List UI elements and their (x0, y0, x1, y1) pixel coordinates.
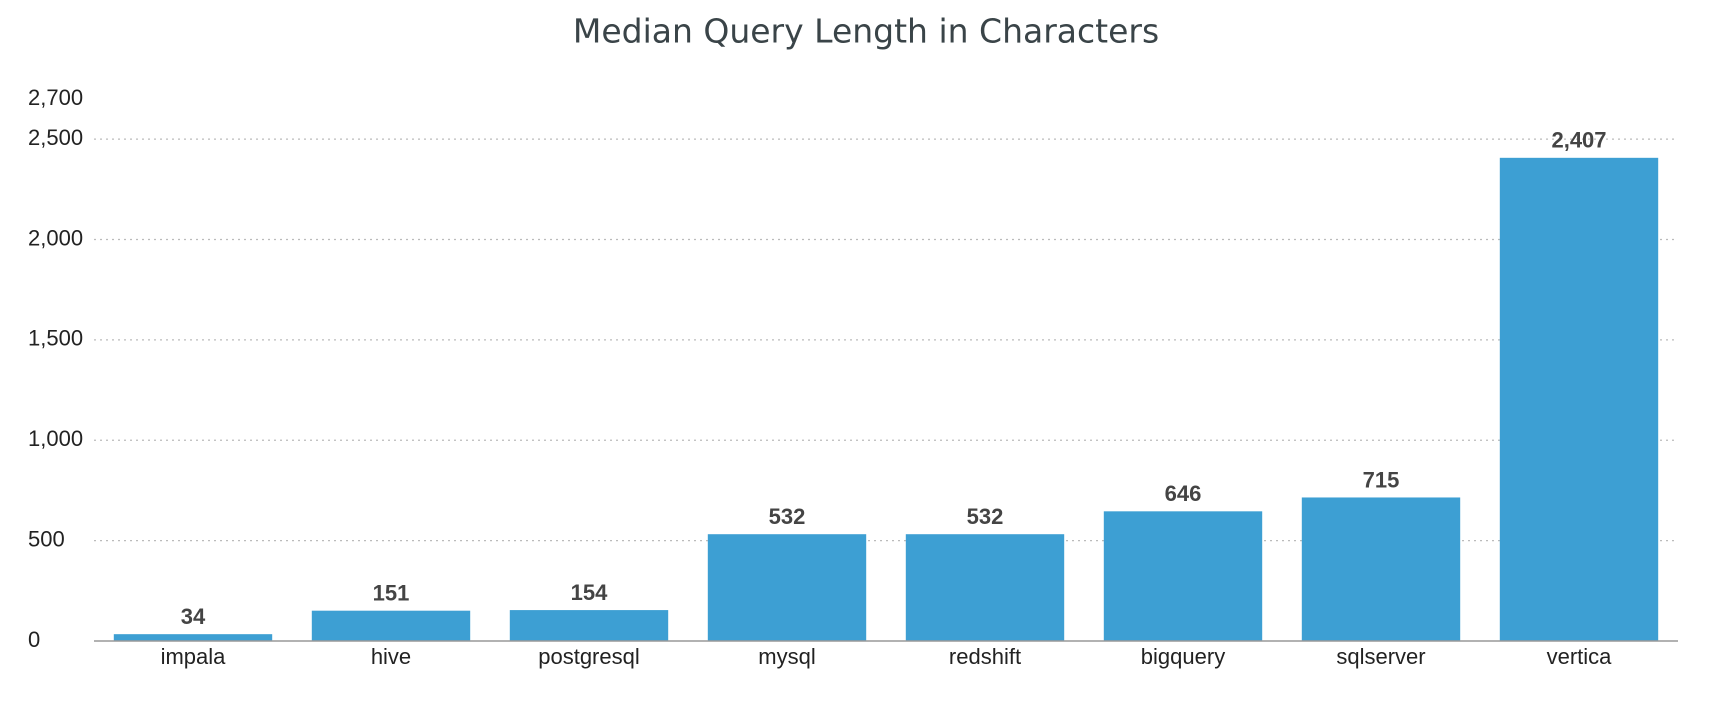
bar (1103, 511, 1263, 641)
value-label: 154 (571, 580, 608, 605)
chart-title: Median Query Length in Characters (573, 12, 1159, 51)
value-label: 646 (1165, 481, 1202, 506)
x-tick-label: sqlserver (1336, 644, 1425, 669)
x-tick-label: impala (161, 644, 227, 669)
x-tick-label: bigquery (1141, 644, 1225, 669)
y-tick-label: 1,500 (28, 326, 83, 351)
bar (509, 610, 669, 641)
value-label: 715 (1363, 467, 1400, 492)
bar (1499, 157, 1659, 642)
x-tick-label: hive (371, 644, 411, 669)
bar (707, 534, 867, 641)
bar (113, 634, 273, 641)
y-tick-label: 2,000 (28, 225, 83, 250)
bar (311, 610, 471, 641)
y-tick-label: 0 (28, 627, 40, 652)
value-label: 34 (181, 604, 206, 629)
y-tick-label: 1,000 (28, 426, 83, 451)
value-label: 2,407 (1551, 128, 1606, 153)
y-tick-label: 2,700 (28, 85, 83, 110)
x-tick-label: postgresql (538, 644, 640, 669)
value-label: 532 (967, 504, 1004, 529)
value-label: 151 (373, 581, 410, 606)
bar (1301, 497, 1461, 641)
x-tick-label: mysql (758, 644, 815, 669)
x-tick-label: redshift (949, 644, 1021, 669)
y-tick-label: 2,500 (28, 125, 83, 150)
y-tick-label: 500 (28, 526, 65, 551)
bar (905, 534, 1065, 641)
x-tick-label: vertica (1547, 644, 1613, 669)
value-label: 532 (769, 504, 806, 529)
